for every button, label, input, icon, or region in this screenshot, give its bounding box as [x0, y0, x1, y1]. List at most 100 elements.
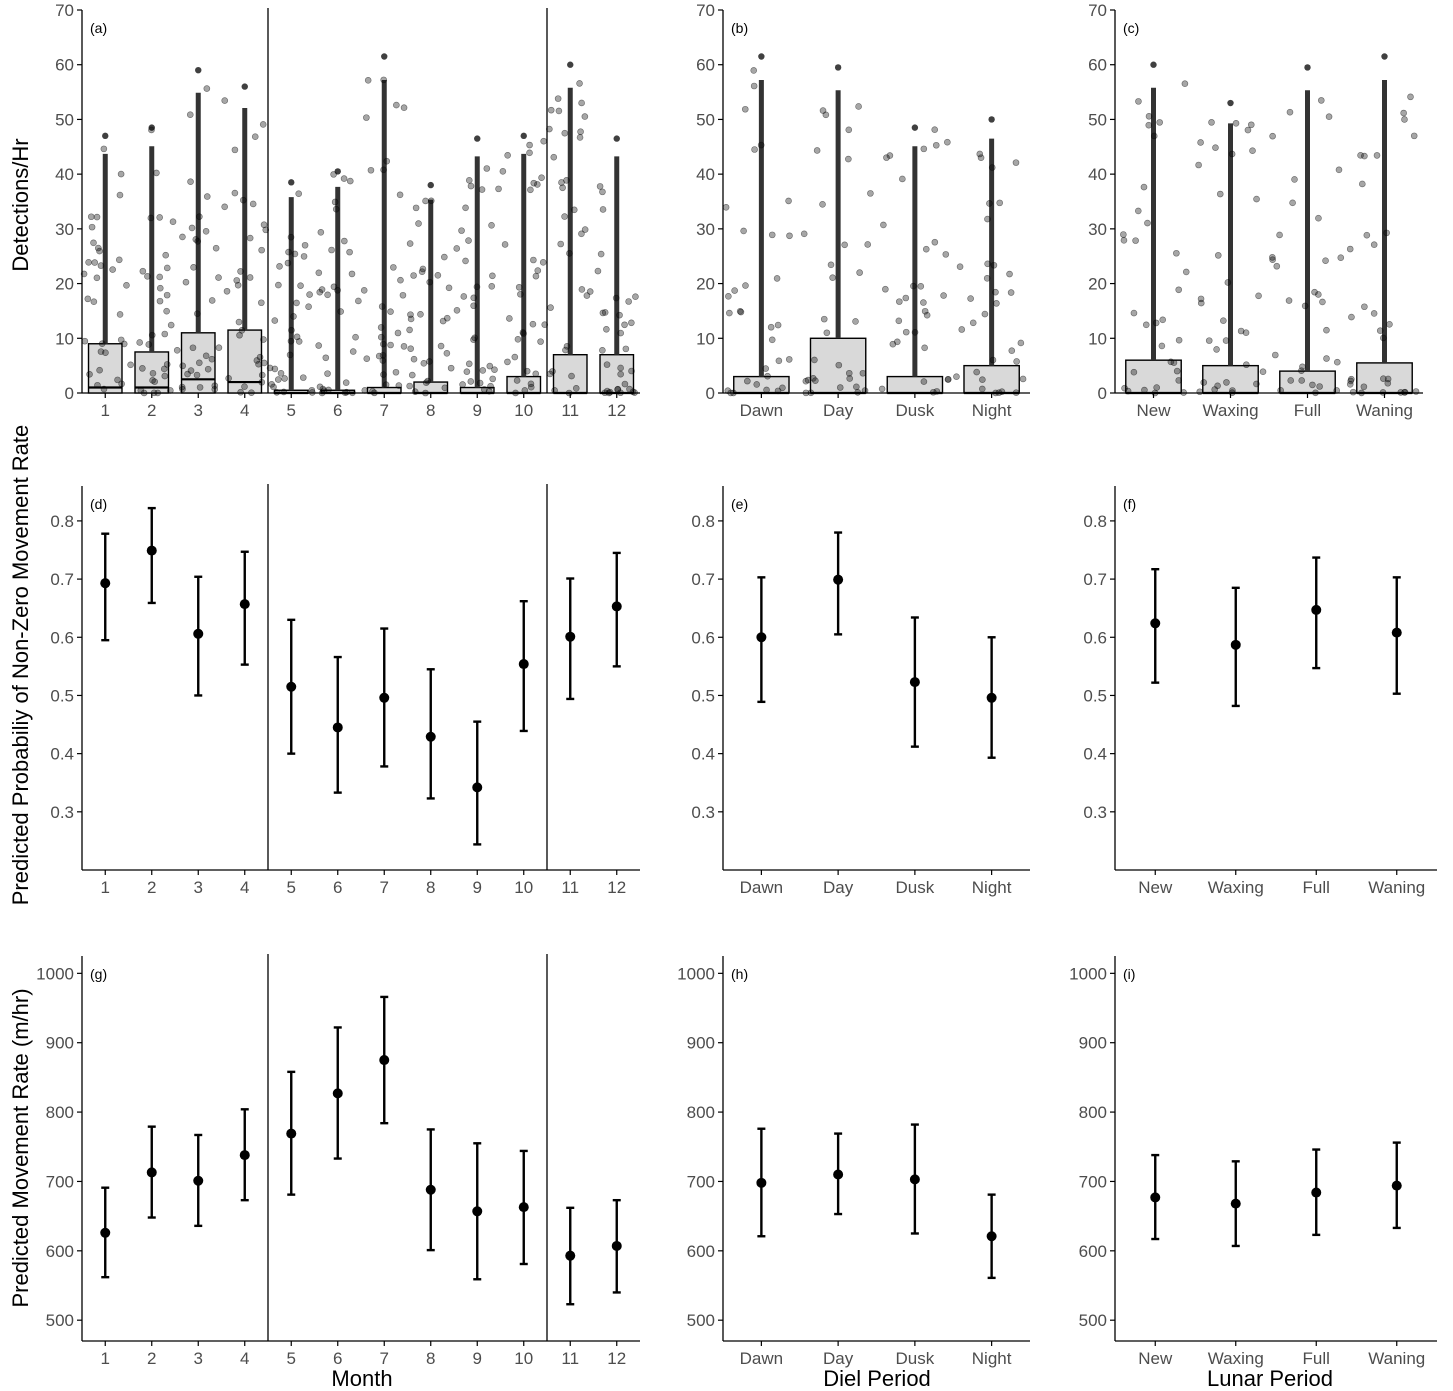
jitter-point: [262, 226, 270, 234]
estimate-point: [1230, 639, 1241, 650]
jitter-point: [731, 287, 738, 294]
y-tick-label: 600: [1079, 1242, 1107, 1261]
jitter-point: [225, 375, 232, 382]
jitter-point: [258, 378, 266, 386]
jitter-point: [355, 297, 362, 305]
jitter-point: [81, 337, 89, 345]
jitter-point: [367, 166, 375, 174]
jitter-point: [390, 264, 397, 271]
jitter-point: [554, 95, 562, 102]
panel-tag-g: (g): [90, 966, 107, 982]
estimate-point: [833, 574, 844, 585]
estimate-point: [332, 722, 343, 733]
jitter-point: [1222, 337, 1230, 344]
jitter-point: [426, 358, 433, 365]
jitter-point: [1006, 270, 1013, 278]
jitter-point: [984, 260, 991, 268]
jitter-point: [324, 370, 331, 377]
jitter-point: [1359, 180, 1366, 188]
jitter-point: [538, 174, 545, 182]
max-point: [381, 53, 388, 60]
jitter-point: [1298, 377, 1306, 384]
y-tick-label: 40: [696, 165, 715, 184]
jitter-point: [621, 380, 629, 388]
panel-tag-e: (e): [731, 496, 748, 512]
jitter-point: [629, 388, 637, 396]
jitter-point: [96, 247, 103, 255]
jitter-point: [1407, 93, 1414, 101]
jitter-point: [736, 308, 744, 315]
jitter-point: [204, 365, 212, 373]
jitter-point: [1173, 249, 1180, 257]
jitter-point: [445, 284, 453, 292]
jitter-point: [437, 342, 445, 350]
jitter-point: [470, 294, 478, 302]
jitter-point: [417, 310, 424, 318]
jitter-point: [976, 150, 984, 158]
jitter-point: [346, 248, 353, 256]
jitter-point: [532, 370, 540, 378]
jitter-point: [1271, 351, 1279, 359]
jitter-point: [290, 313, 297, 320]
jitter-point: [301, 241, 309, 249]
jitter-point: [476, 379, 484, 387]
jitter-point: [117, 170, 125, 178]
jitter-point: [190, 263, 197, 271]
jitter-point: [504, 358, 511, 366]
jitter-point: [742, 282, 749, 289]
jitter-point: [382, 381, 390, 388]
jitter-point: [363, 355, 371, 363]
jitter-point: [352, 333, 359, 341]
jitter-point: [841, 241, 848, 249]
jitter-point: [443, 349, 451, 357]
jitter-point: [460, 293, 468, 300]
jitter-point: [622, 345, 630, 353]
jitter-point: [750, 82, 758, 90]
y-tick-label: 900: [1079, 1034, 1107, 1053]
jitter-point: [559, 184, 566, 192]
x-tick-label: Full: [1294, 401, 1321, 420]
jitter-point: [1309, 381, 1316, 389]
y-tick-label: 0.4: [691, 745, 715, 764]
jitter-point: [266, 364, 274, 372]
jitter-point: [400, 343, 408, 350]
jitter-point: [259, 121, 267, 128]
jitter-point: [287, 337, 295, 345]
jitter-point: [136, 339, 143, 346]
y-tick-label: 0.3: [691, 803, 715, 822]
estimate-point: [611, 601, 622, 612]
jitter-point: [1384, 379, 1392, 387]
jitter-point: [854, 389, 862, 396]
jitter-point: [1400, 109, 1407, 117]
x-tick-label: 5: [287, 878, 296, 897]
jitter-point: [565, 389, 573, 397]
jitter-point: [167, 321, 175, 329]
y-tick-label: 0.8: [50, 512, 74, 531]
jitter-point: [581, 226, 589, 233]
jitter-point: [96, 366, 103, 374]
jitter-point: [420, 360, 428, 367]
jitter-point: [97, 262, 105, 269]
jitter-point: [470, 302, 477, 310]
jitter-point: [1212, 144, 1219, 151]
x-tick-label: 11: [561, 401, 579, 420]
jitter-point: [275, 281, 282, 289]
jitter-point: [295, 190, 303, 197]
jitter-point: [511, 353, 519, 361]
jitter-point: [100, 145, 108, 153]
jitter-point: [447, 364, 455, 372]
jitter-point: [115, 256, 123, 264]
estimate-point: [833, 1169, 844, 1180]
y-tick-label: 20: [55, 275, 74, 294]
jitter-point: [1130, 368, 1138, 376]
jitter-point: [1346, 380, 1354, 388]
estimate-point: [379, 1055, 390, 1066]
jitter-point: [958, 326, 966, 333]
jitter-point: [802, 389, 810, 397]
jitter-point: [570, 206, 578, 214]
jitter-point: [406, 326, 413, 334]
jitter-point: [479, 367, 487, 374]
x-tick-label: 7: [380, 401, 389, 420]
estimate-point: [332, 1088, 343, 1099]
